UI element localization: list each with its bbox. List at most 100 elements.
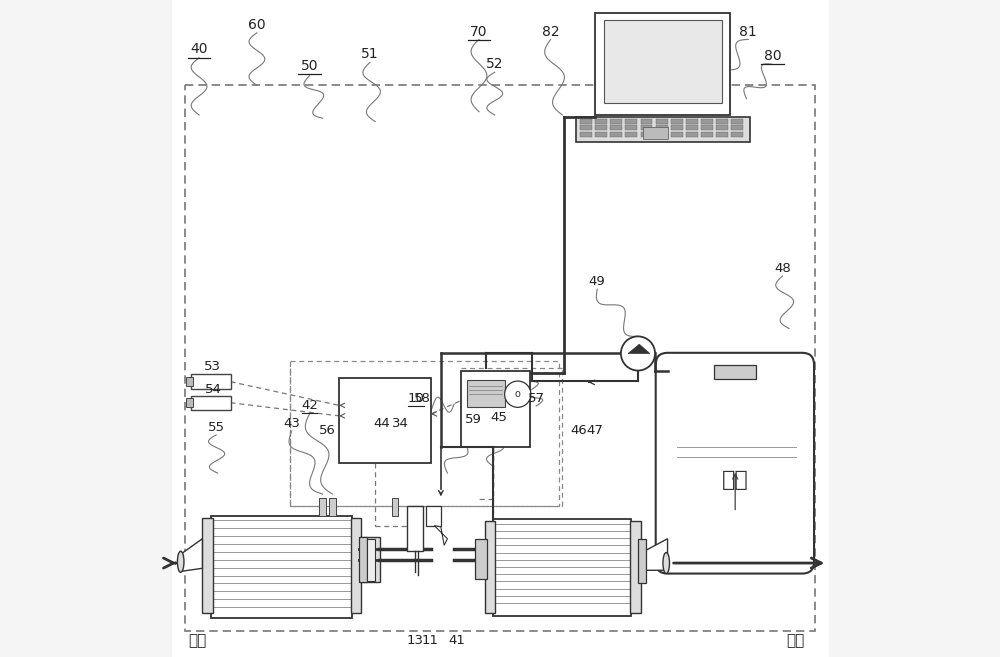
Text: 40: 40: [190, 42, 208, 57]
Bar: [641, 119, 652, 124]
Bar: [625, 125, 637, 130]
Bar: [716, 119, 728, 124]
Bar: [329, 498, 336, 516]
Bar: [716, 132, 728, 137]
Ellipse shape: [663, 553, 670, 574]
Text: 尿素: 尿素: [722, 470, 749, 489]
Bar: [731, 132, 743, 137]
Circle shape: [505, 381, 531, 407]
Bar: [610, 132, 622, 137]
Bar: [610, 119, 622, 124]
Text: 46: 46: [570, 424, 587, 437]
Bar: [604, 20, 722, 103]
Text: 气体: 气体: [787, 633, 805, 648]
Bar: [701, 119, 713, 124]
Bar: [625, 132, 637, 137]
Bar: [191, 396, 231, 410]
Bar: [580, 125, 592, 130]
Text: 60: 60: [248, 18, 266, 32]
Bar: [186, 398, 193, 407]
Bar: [630, 521, 641, 613]
Bar: [211, 516, 352, 618]
Bar: [461, 371, 530, 447]
Bar: [290, 361, 559, 506]
Bar: [714, 365, 756, 379]
Text: 59: 59: [465, 413, 482, 426]
Bar: [319, 498, 326, 516]
Text: 44: 44: [373, 417, 390, 430]
Bar: [392, 498, 398, 516]
Polygon shape: [434, 526, 447, 545]
Bar: [686, 119, 698, 124]
Bar: [407, 506, 423, 551]
Bar: [686, 125, 698, 130]
Text: 55: 55: [208, 420, 225, 434]
Bar: [671, 125, 683, 130]
Bar: [656, 132, 668, 137]
Bar: [638, 539, 646, 583]
Bar: [485, 521, 495, 613]
Text: 53: 53: [204, 360, 221, 373]
Bar: [339, 378, 431, 463]
Bar: [191, 374, 231, 389]
Text: 34: 34: [392, 417, 409, 430]
Text: 81: 81: [739, 24, 757, 39]
Bar: [367, 539, 375, 581]
Polygon shape: [179, 539, 202, 572]
Ellipse shape: [177, 551, 184, 572]
Bar: [595, 132, 607, 137]
Text: o: o: [515, 389, 521, 399]
Bar: [475, 539, 487, 579]
Text: 43: 43: [283, 417, 300, 430]
Text: 52: 52: [486, 57, 503, 71]
Text: 80: 80: [764, 49, 781, 63]
Text: 51: 51: [361, 47, 379, 61]
Polygon shape: [639, 539, 668, 570]
Text: 54: 54: [204, 383, 221, 396]
Bar: [595, 125, 607, 130]
Bar: [701, 125, 713, 130]
Bar: [426, 506, 441, 526]
Bar: [716, 125, 728, 130]
Bar: [351, 518, 361, 613]
Text: 气体: 气体: [189, 633, 207, 648]
Bar: [643, 127, 668, 139]
Text: 48: 48: [774, 261, 791, 275]
Text: 58: 58: [414, 392, 431, 405]
Bar: [656, 125, 668, 130]
Text: 47: 47: [587, 424, 604, 437]
Text: 49: 49: [589, 275, 606, 288]
Bar: [731, 125, 743, 130]
Text: 41: 41: [449, 634, 466, 647]
Text: 56: 56: [319, 424, 336, 438]
Bar: [641, 125, 652, 130]
Text: 50: 50: [301, 58, 318, 73]
Bar: [360, 537, 380, 582]
Text: 10: 10: [407, 392, 424, 405]
Bar: [731, 119, 743, 124]
Text: 42: 42: [301, 399, 318, 412]
Bar: [595, 13, 730, 115]
Bar: [185, 85, 815, 631]
Polygon shape: [628, 344, 650, 353]
Text: 13: 13: [406, 634, 423, 647]
Bar: [580, 132, 592, 137]
Bar: [359, 537, 367, 582]
Text: 11: 11: [421, 634, 438, 647]
Bar: [671, 119, 683, 124]
Bar: [202, 518, 213, 613]
Bar: [595, 119, 607, 124]
Text: 57: 57: [528, 392, 545, 405]
Bar: [671, 132, 683, 137]
Text: 70: 70: [470, 24, 488, 39]
Bar: [686, 132, 698, 137]
Bar: [656, 119, 668, 124]
Bar: [467, 380, 505, 407]
Bar: [186, 377, 193, 386]
FancyBboxPatch shape: [656, 353, 814, 574]
Text: 45: 45: [490, 411, 507, 424]
Bar: [576, 117, 750, 142]
Circle shape: [621, 336, 655, 371]
Bar: [610, 125, 622, 130]
Bar: [580, 119, 592, 124]
